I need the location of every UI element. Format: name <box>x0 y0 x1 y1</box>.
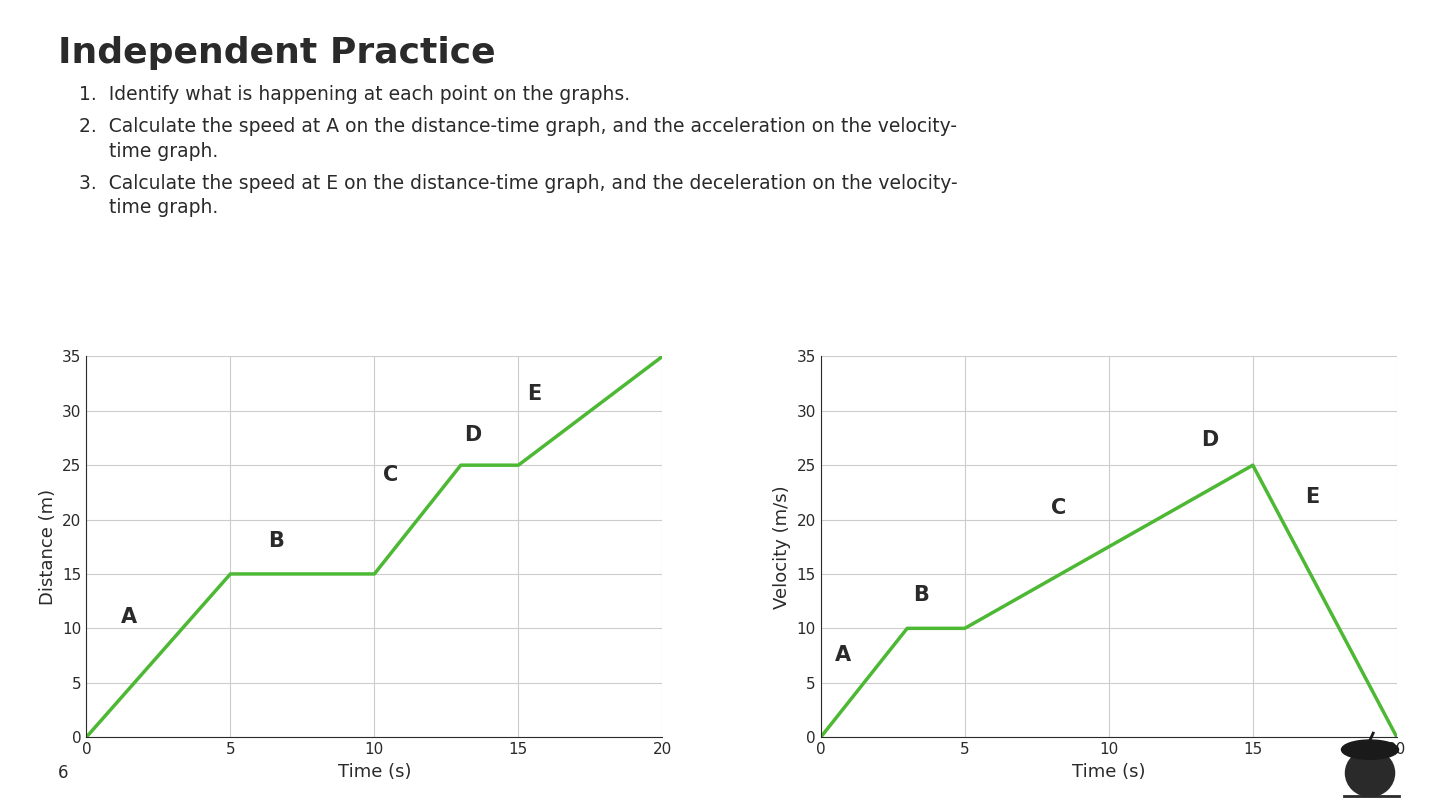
Text: D: D <box>1201 429 1218 450</box>
Text: 6: 6 <box>58 764 68 782</box>
Text: Independent Practice: Independent Practice <box>58 36 495 70</box>
Text: E: E <box>527 384 541 404</box>
Text: C: C <box>383 466 399 485</box>
Text: B: B <box>913 585 929 605</box>
Text: A: A <box>835 645 851 665</box>
X-axis label: Time (s): Time (s) <box>1071 762 1146 781</box>
X-axis label: Time (s): Time (s) <box>337 762 412 781</box>
Text: 1.  Identify what is happening at each point on the graphs.: 1. Identify what is happening at each po… <box>79 85 631 104</box>
Ellipse shape <box>1342 740 1398 759</box>
Ellipse shape <box>1345 750 1394 796</box>
Text: 3.  Calculate the speed at E on the distance-time graph, and the deceleration on: 3. Calculate the speed at E on the dista… <box>79 174 958 193</box>
Text: E: E <box>1305 488 1319 507</box>
Text: A: A <box>121 607 137 627</box>
Y-axis label: Distance (m): Distance (m) <box>39 488 56 605</box>
Y-axis label: Velocity (m/s): Velocity (m/s) <box>773 485 791 608</box>
Text: time graph.: time graph. <box>79 142 219 160</box>
Text: B: B <box>268 531 284 551</box>
Text: time graph.: time graph. <box>79 198 219 217</box>
Text: C: C <box>1051 498 1067 518</box>
Text: D: D <box>464 425 481 446</box>
Text: 2.  Calculate the speed at A on the distance-time graph, and the acceleration on: 2. Calculate the speed at A on the dista… <box>79 117 958 136</box>
